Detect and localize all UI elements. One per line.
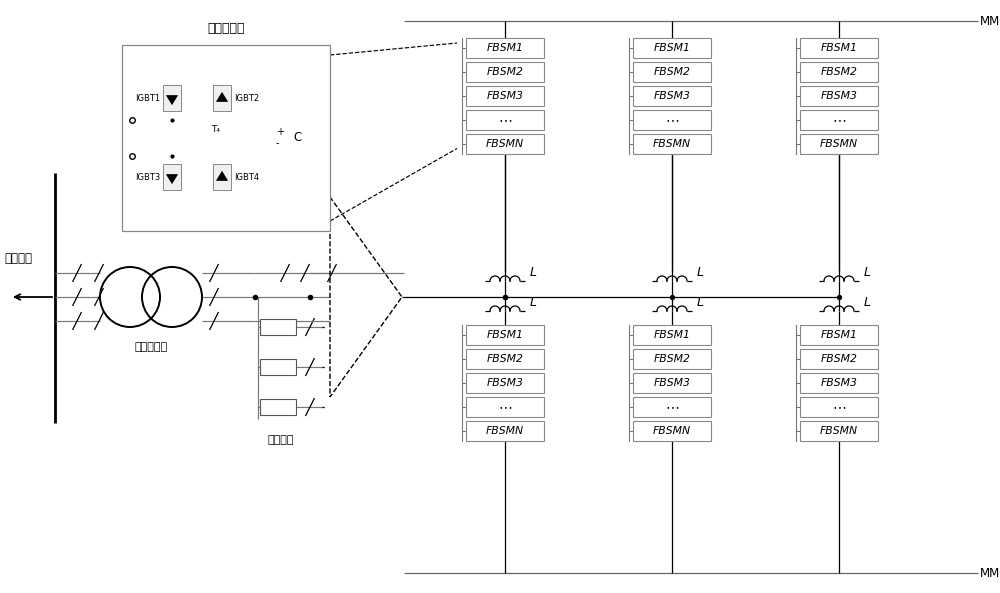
Bar: [466, 134, 544, 154]
Text: +: +: [276, 127, 284, 138]
Text: IGBT4: IGBT4: [234, 173, 259, 182]
Bar: [800, 38, 878, 58]
Text: ⋯: ⋯: [665, 400, 679, 414]
Bar: [122, 45, 330, 231]
Polygon shape: [216, 93, 228, 101]
Polygon shape: [166, 174, 178, 183]
Bar: [213, 164, 231, 190]
Text: FBSM2: FBSM2: [821, 354, 857, 364]
Text: 软启电阻: 软启电阻: [268, 435, 294, 445]
Bar: [466, 38, 544, 58]
Text: 交流系统: 交流系统: [4, 253, 32, 266]
Polygon shape: [166, 95, 178, 104]
Bar: [466, 421, 544, 441]
Bar: [633, 373, 711, 393]
Text: FBSM2: FBSM2: [821, 67, 857, 76]
Text: L: L: [697, 296, 704, 309]
Bar: [633, 110, 711, 129]
Bar: [260, 399, 296, 415]
Bar: [633, 421, 711, 441]
Polygon shape: [216, 171, 228, 180]
Text: L: L: [697, 266, 704, 279]
Text: ⋯: ⋯: [832, 400, 846, 414]
Text: IGBT1: IGBT1: [135, 94, 160, 103]
Bar: [800, 110, 878, 129]
Bar: [800, 86, 878, 106]
Text: MMC_DC-: MMC_DC-: [980, 566, 1000, 579]
Text: FBSM1: FBSM1: [654, 330, 690, 340]
Bar: [163, 85, 181, 111]
Text: ⋯: ⋯: [498, 400, 512, 414]
Text: FBSM1: FBSM1: [654, 43, 690, 53]
Bar: [633, 397, 711, 416]
Bar: [633, 38, 711, 58]
Text: FBSM2: FBSM2: [654, 354, 690, 364]
Text: FBSM1: FBSM1: [821, 330, 857, 340]
Text: FBSM3: FBSM3: [821, 91, 857, 101]
Text: MMC_DC+: MMC_DC+: [980, 14, 1000, 27]
Bar: [800, 134, 878, 154]
Text: FBSM2: FBSM2: [487, 354, 523, 364]
Text: L: L: [530, 266, 537, 279]
Bar: [213, 85, 231, 111]
Bar: [633, 325, 711, 345]
Text: ⋯: ⋯: [665, 113, 679, 127]
Text: L: L: [864, 296, 871, 309]
Bar: [800, 62, 878, 81]
Text: FBSMN: FBSMN: [820, 426, 858, 436]
Bar: [800, 397, 878, 416]
Text: IGBT3: IGBT3: [135, 173, 160, 182]
Text: FBSM1: FBSM1: [487, 43, 523, 53]
Bar: [633, 349, 711, 368]
Text: T₄: T₄: [211, 125, 220, 134]
Text: FBSM3: FBSM3: [821, 378, 857, 388]
Bar: [466, 397, 544, 416]
Text: FBSMN: FBSMN: [486, 426, 524, 436]
Bar: [800, 421, 878, 441]
Bar: [800, 325, 878, 345]
Bar: [163, 164, 181, 190]
Text: FBSMN: FBSMN: [820, 139, 858, 149]
Bar: [466, 86, 544, 106]
Text: FBSM2: FBSM2: [654, 67, 690, 76]
Bar: [800, 349, 878, 368]
Text: L: L: [864, 266, 871, 279]
Text: FBSM3: FBSM3: [487, 91, 523, 101]
Text: IGBT2: IGBT2: [234, 94, 259, 103]
Bar: [466, 62, 544, 81]
Text: C: C: [293, 132, 301, 145]
Text: FBSMN: FBSMN: [486, 139, 524, 149]
Bar: [466, 110, 544, 129]
Text: FBSM1: FBSM1: [821, 43, 857, 53]
Text: ⋯: ⋯: [832, 113, 846, 127]
Text: FBSMN: FBSMN: [653, 139, 691, 149]
Bar: [466, 373, 544, 393]
Text: FBSM3: FBSM3: [487, 378, 523, 388]
Text: FBSM3: FBSM3: [654, 91, 690, 101]
Bar: [800, 373, 878, 393]
Bar: [633, 134, 711, 154]
Text: -: -: [276, 139, 279, 148]
Bar: [633, 86, 711, 106]
Bar: [633, 62, 711, 81]
Text: FBSM3: FBSM3: [654, 378, 690, 388]
Text: 换流变压器: 换流变压器: [134, 342, 168, 352]
Bar: [260, 359, 296, 375]
Text: FBSMN: FBSMN: [653, 426, 691, 436]
Bar: [260, 319, 296, 335]
Text: ⋯: ⋯: [498, 113, 512, 127]
Text: L: L: [530, 296, 537, 309]
Text: 全桥子模块: 全桥子模块: [207, 22, 245, 35]
Bar: [466, 325, 544, 345]
Text: FBSM1: FBSM1: [487, 330, 523, 340]
Bar: [466, 349, 544, 368]
Text: FBSM2: FBSM2: [487, 67, 523, 76]
